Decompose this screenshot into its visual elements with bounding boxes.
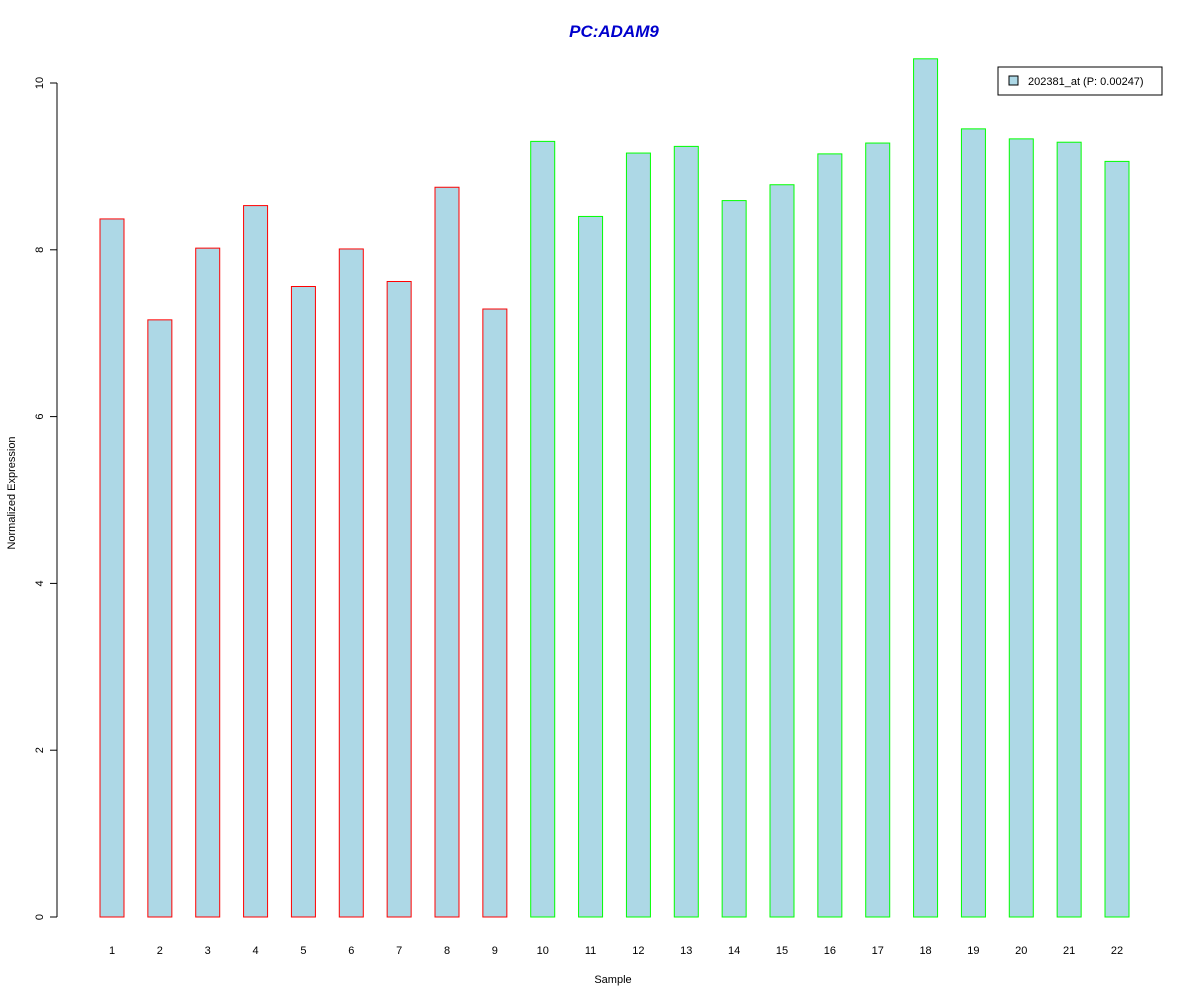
x-tick-label: 9: [492, 945, 498, 957]
legend-swatch: [1008, 75, 1019, 86]
x-tick-label: 21: [1063, 945, 1075, 957]
x-tick-label: 19: [967, 945, 979, 957]
bar-19: [960, 128, 986, 918]
x-tick-label: 10: [537, 945, 549, 957]
bar-22: [1104, 160, 1130, 918]
x-tick-label: 22: [1111, 945, 1123, 957]
bar-21: [1056, 141, 1082, 918]
y-axis-label: Normalized Expression: [6, 436, 18, 549]
bar-9: [482, 308, 508, 918]
bar-11: [578, 215, 604, 918]
bar-15: [769, 184, 795, 918]
chart-title: PC:ADAM9: [569, 22, 659, 41]
bar-18: [913, 58, 939, 918]
x-tick-label: 17: [872, 945, 884, 957]
y-tick-label: 10: [34, 77, 46, 89]
legend: 202381_at (P: 0.00247): [997, 66, 1163, 96]
bar-3: [195, 247, 221, 918]
x-tick-label: 15: [776, 945, 788, 957]
bar-4: [243, 205, 269, 918]
bar-6: [338, 248, 364, 918]
legend-label: 202381_at (P: 0.00247): [1028, 76, 1144, 88]
y-tick-label: 2: [34, 747, 46, 753]
x-axis-label: Sample: [594, 974, 631, 986]
bars: [99, 58, 1130, 918]
y-tick-label: 8: [34, 247, 46, 253]
bar-7: [386, 280, 412, 918]
x-tick-label: 4: [253, 945, 259, 957]
legend-box: [997, 66, 1163, 96]
y-tick-label: 6: [34, 414, 46, 420]
bar-17: [865, 142, 891, 918]
x-tick-label: 3: [205, 945, 211, 957]
bar-5: [290, 285, 316, 918]
x-tick-label: 20: [1015, 945, 1027, 957]
bar-14: [721, 200, 747, 918]
bar-12: [625, 152, 651, 918]
x-tick-label: 14: [728, 945, 740, 957]
bar-13: [673, 145, 699, 918]
x-tick-label: 6: [348, 945, 354, 957]
x-tick-label: 12: [632, 945, 644, 957]
x-tick-label: 16: [824, 945, 836, 957]
x-tick-label: 5: [300, 945, 306, 957]
x-tick-label: 11: [585, 945, 596, 957]
y-axis: 0 2 4 6 8 10: [34, 77, 58, 920]
bar-2: [147, 319, 173, 918]
bar-10: [530, 140, 556, 918]
y-tick-label: 0: [34, 914, 46, 920]
bar-1: [99, 218, 125, 918]
x-tick-label: 13: [680, 945, 692, 957]
x-tick-label: 2: [157, 945, 163, 957]
y-tick-label: 4: [34, 580, 46, 586]
bar-8: [434, 186, 460, 918]
x-tick-label: 1: [109, 945, 115, 957]
x-tick-label: 7: [396, 945, 402, 957]
x-tick-label: 18: [919, 945, 931, 957]
x-tick-label: 8: [444, 945, 450, 957]
bar-16: [817, 153, 843, 918]
x-axis-labels: 1 2 3 4 5 6 7 8 9 10 11 12 13 14 15 16 17 18 19 20 21 22: [109, 945, 1123, 957]
bar-20: [1008, 138, 1034, 918]
